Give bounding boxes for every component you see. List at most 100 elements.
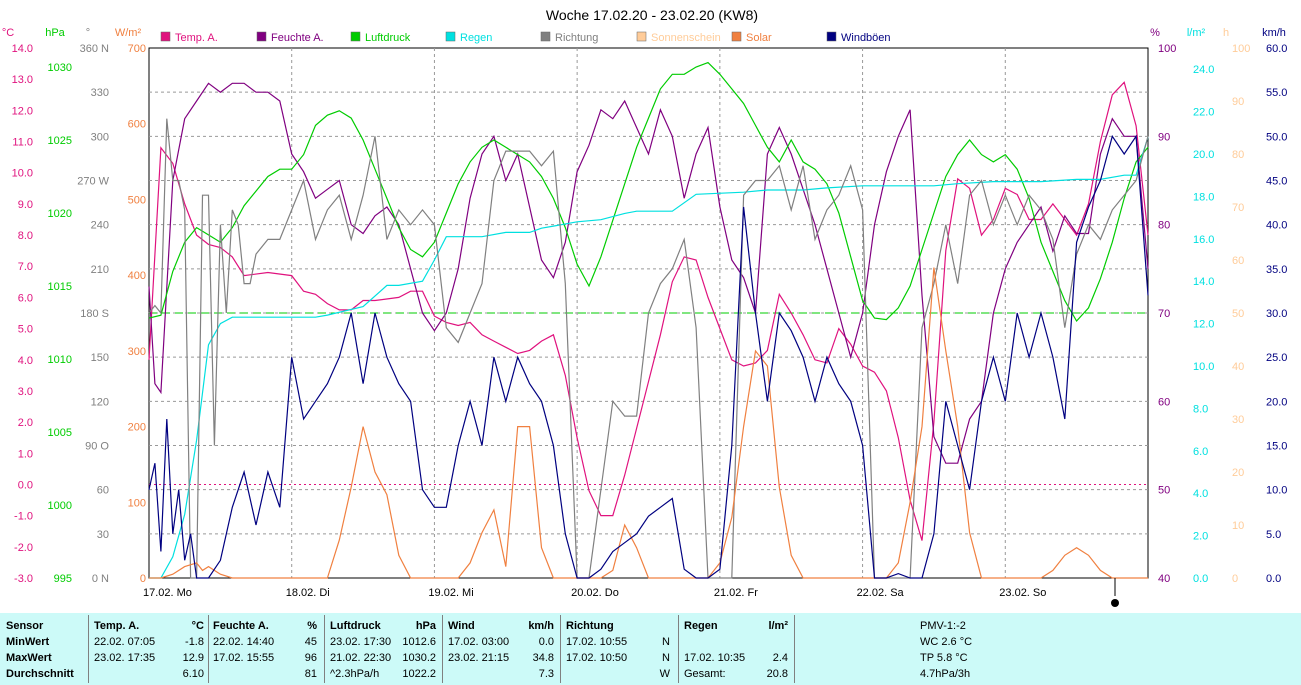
sun-marker-icon <box>1111 599 1119 607</box>
sunshine-tick-label: 50 <box>1232 308 1244 320</box>
direction-tick-label: 240 <box>91 220 109 232</box>
rain-tick-label: 12.0 <box>1193 319 1214 331</box>
legend-swatch <box>540 31 551 42</box>
legend-label: Feuchte A. <box>271 32 324 44</box>
direction-tick-label: 120 <box>91 396 109 408</box>
stats-row-label: MinWert <box>6 636 50 648</box>
series-line-regen <box>149 136 1149 579</box>
pressure-unit-label: hPa <box>45 27 65 39</box>
legend-swatch <box>160 31 171 42</box>
rain-unit-label: l/m² <box>1187 27 1206 39</box>
stats-value: 1030.2 <box>402 652 436 664</box>
wind-tick-label: 25.0 <box>1266 352 1287 364</box>
axes: °C 14.0 13.0 12.0 11.0 10.0 9.0 8.0 7.0 6.0 5.0 4.0… <box>2 27 1288 585</box>
direction-tick-label: 300 <box>91 131 109 143</box>
series-line-solar <box>149 267 1148 579</box>
legend-label: Solar <box>746 32 772 44</box>
rain-tick-label: 8.0 <box>1193 403 1208 415</box>
series-line-temp-a- <box>148 81 1149 541</box>
solar-tick-label: 300 <box>128 346 146 358</box>
wind-tick-label: 35.0 <box>1266 264 1287 276</box>
direction-tick-label: 150 <box>91 352 109 364</box>
direction-unit-label: ° <box>86 27 90 39</box>
stats-col-pressure: Luftdruck hPa 23.02. 17:30 1012.6 21.02.… <box>330 613 436 685</box>
temp-tick-label: 5.0 <box>18 324 33 336</box>
solar-tick-label: 0 <box>140 573 146 585</box>
stats-header: PMV-1:-2 <box>920 620 966 632</box>
stats-value: TP 5.8 °C <box>920 652 968 664</box>
legend-swatch <box>826 31 837 42</box>
legend: Temp. A. Feuchte A. Luftdruck Regen Richtung… <box>160 31 891 44</box>
stats-time: 17.02. 10:55 <box>566 636 628 648</box>
stats-value: -1.8 <box>185 636 204 648</box>
stats-value: 81 <box>304 668 317 680</box>
stats-value: W <box>659 668 670 680</box>
temp-tick-label: 13.0 <box>12 74 33 86</box>
stats-time: 21.02. 22:30 <box>330 652 392 664</box>
direction-tick-label: 180 S <box>80 308 109 320</box>
stats-time: 23.02. 21:15 <box>448 652 510 664</box>
stats-value: N <box>662 652 670 664</box>
stats-row-label: MaxWert <box>6 652 52 664</box>
stats-value: 2.4 <box>772 652 788 664</box>
stats-header: Regen <box>684 620 718 632</box>
series-line-luftdruck <box>148 61 1149 323</box>
wind-tick-label: 50.0 <box>1266 131 1287 143</box>
pressure-tick-label: 1000 <box>48 500 72 512</box>
legend-swatch <box>636 31 647 42</box>
direction-tick-label: 30 <box>97 529 109 541</box>
rain-tick-label: 20.0 <box>1193 149 1214 161</box>
x-axis-labels: 17.02. Mo 18.02. Di 19.02. Mi 20.02. Do 21.0… <box>143 587 1046 599</box>
direction-tick-label: 90 O <box>85 441 109 453</box>
stats-value: 6.10 <box>182 668 204 680</box>
stats-value: N <box>662 636 670 648</box>
temp-tick-label: 11.0 <box>12 137 33 149</box>
stats-value: 20.8 <box>766 668 788 680</box>
temp-tick-label: -1.0 <box>14 511 33 523</box>
wind-tick-label: 55.0 <box>1266 87 1287 99</box>
rain-tick-label: 18.0 <box>1193 191 1214 203</box>
series-line-windb-en <box>148 134 1149 579</box>
wind-tick-label: 5.0 <box>1266 529 1281 541</box>
pressure-tick-label: 1020 <box>48 208 72 220</box>
rain-tick-label: 14.0 <box>1193 276 1214 288</box>
humidity-tick-label: 70 <box>1158 308 1170 320</box>
stats-total-label: Gesamt: <box>684 668 726 680</box>
stats-time: 23.02. 17:35 <box>94 652 156 664</box>
temp-tick-label: 8.0 <box>18 230 33 242</box>
stats-unit: % <box>307 620 317 632</box>
stats-col-pmv: PMV-1:-2 WC 2.6 °C TP 5.8 °C 4.7hPa/3h <box>880 613 990 685</box>
pressure-tick-label: 1010 <box>48 354 72 366</box>
wind-tick-label: 30.0 <box>1266 308 1287 320</box>
legend-swatch <box>256 31 267 42</box>
stats-time: 17.02. 10:50 <box>566 652 628 664</box>
stats-col-wind: Wind km/h 17.02. 03:00 0.0 23.02. 21:15 … <box>448 613 554 685</box>
humidity-tick-label: 80 <box>1158 220 1170 232</box>
solar-tick-label: 400 <box>128 270 146 282</box>
direction-tick-label: 0 N <box>92 573 109 585</box>
sunshine-tick-label: 0 <box>1232 573 1238 585</box>
wind-tick-label: 20.0 <box>1266 396 1287 408</box>
stats-time: 23.02. 17:30 <box>330 636 392 648</box>
solar-tick-label: 100 <box>128 497 146 509</box>
humidity-tick-label: 100 <box>1158 43 1176 55</box>
legend-label: Luftdruck <box>365 32 411 44</box>
direction-tick-label: 360 N <box>80 43 109 55</box>
pressure-tick-label: 1025 <box>48 135 72 147</box>
direction-tick-label: 210 <box>91 264 109 276</box>
stats-value: 12.9 <box>182 652 204 664</box>
temp-tick-label: 10.0 <box>12 168 33 180</box>
wind-unit-label: km/h <box>1262 27 1286 39</box>
solar-tick-label: 700 <box>128 43 146 55</box>
x-tick-label: 23.02. So <box>999 587 1046 599</box>
stats-col-rain: Regen l/m² 17.02. 10:35 2.4 Gesamt: 20.8 <box>684 613 788 685</box>
legend-label: Windböen <box>841 32 891 44</box>
humidity-tick-label: 90 <box>1158 131 1170 143</box>
series-line-feuchte-a- <box>148 82 1149 464</box>
temp-tick-label: 14.0 <box>12 43 33 55</box>
rain-tick-label: 0.0 <box>1193 573 1208 585</box>
stats-value: 45 <box>304 636 317 648</box>
sunshine-unit-label: h <box>1223 27 1229 39</box>
temp-tick-label: 6.0 <box>18 292 33 304</box>
stats-col-direction: Richtung 17.02. 10:55 N 17.02. 10:50 N W <box>566 613 670 685</box>
